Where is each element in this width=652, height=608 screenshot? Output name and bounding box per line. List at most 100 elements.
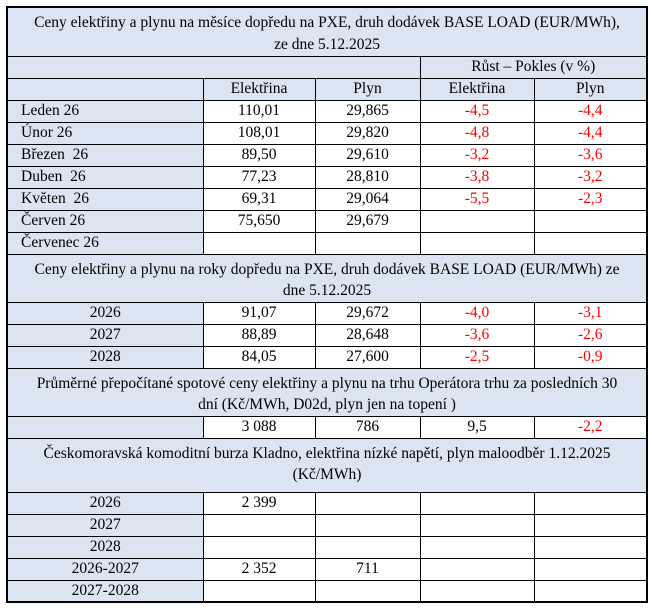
electricity-price-cell: 2 352 (202, 557, 316, 581)
table-row: 2028 (6, 535, 648, 559)
electricity-price-cell: 69,31 (202, 187, 316, 211)
gas-price-cell: 29,672 (314, 301, 421, 325)
column-header-electricity: Elektřina (202, 77, 316, 101)
gas-change-cell (533, 491, 648, 515)
electricity-price-cell: 2 399 (202, 491, 316, 515)
table-row: 2026-2027 2 352 711 (6, 557, 648, 581)
electricity-change-cell: 9,5 (419, 415, 535, 439)
gas-price-cell: 29,064 (314, 187, 421, 211)
electricity-change-cell (419, 231, 535, 255)
table-row: Červenec 26 (6, 231, 648, 255)
electricity-price-cell: 84,05 (202, 345, 316, 369)
electricity-change-cell: -2,5 (419, 345, 535, 369)
gas-change-cell: -4,4 (533, 99, 648, 123)
table-row: 3 088 786 9,5 -2,2 (6, 415, 648, 439)
gas-price-cell: 27,600 (314, 345, 421, 369)
table-row: 2027-2028 (6, 579, 648, 603)
electricity-change-cell (419, 491, 535, 515)
table-row: 2026 91,07 29,672 -4,0 -3,1 (6, 301, 648, 325)
month-label-cell: Duben 26 (6, 165, 204, 189)
gas-change-cell: -3,2 (533, 165, 648, 189)
gas-change-cell: -3,1 (533, 301, 648, 325)
electricity-change-cell (419, 557, 535, 581)
electricity-price-cell: 110,01 (202, 99, 316, 123)
gas-price-cell: 28,648 (314, 323, 421, 347)
period-label-cell: 2027 (6, 513, 204, 537)
gas-change-cell (533, 231, 648, 255)
month-label-cell: Leden 26 (6, 99, 204, 123)
gas-change-cell (533, 557, 648, 581)
gas-price-cell: 29,820 (314, 121, 421, 145)
period-label-cell: 2026-2027 (6, 557, 204, 581)
electricity-price-cell: 3 088 (202, 415, 316, 439)
gas-price-cell: 786 (314, 415, 421, 439)
gas-price-cell (314, 579, 421, 603)
months-section-title: Ceny elektřiny a plynu na měsíce dopředu… (6, 6, 648, 57)
gas-change-cell: -3,6 (533, 143, 648, 167)
year-label-cell: 2028 (6, 345, 204, 369)
energy-price-table: Ceny elektřiny a plynu na měsíce dopředu… (6, 6, 649, 603)
period-label-cell: 2026 (6, 491, 204, 515)
table-row: Únor 26 108,01 29,820 -4,8 -4,4 (6, 121, 648, 145)
year-label-cell: 2026 (6, 301, 204, 325)
gas-price-cell: 29,679 (314, 209, 421, 233)
period-label-cell: 2027-2028 (6, 579, 204, 603)
gas-price-cell: 29,865 (314, 99, 421, 123)
electricity-price-cell: 89,50 (202, 143, 316, 167)
table-row: Leden 26 110,01 29,865 -4,5 -4,4 (6, 99, 648, 123)
column-header-gas: Plyn (314, 77, 421, 101)
gas-price-cell (314, 231, 421, 255)
electricity-price-cell: 88,89 (202, 323, 316, 347)
spot-section-title: Průměrné přepočítané spotové ceny elektř… (6, 367, 648, 417)
years-section-title: Ceny elektřiny a plynu na roky dopředu n… (6, 253, 648, 303)
table-row: Květen 26 69,31 29,064 -5,5 -2,3 (6, 187, 648, 211)
electricity-change-cell: -4,0 (419, 301, 535, 325)
electricity-price-cell (202, 579, 316, 603)
month-label-cell: Červenec 26 (6, 231, 204, 255)
gas-price-cell (314, 513, 421, 537)
gas-price-cell: 711 (314, 557, 421, 581)
year-label-cell: 2027 (6, 323, 204, 347)
gas-change-cell (533, 535, 648, 559)
electricity-price-cell: 77,23 (202, 165, 316, 189)
gas-change-cell: -2,3 (533, 187, 648, 211)
spot-label-cell (6, 415, 204, 439)
table-row: 2027 88,89 28,648 -3,6 -2,6 (6, 323, 648, 347)
month-label-cell: Únor 26 (6, 121, 204, 145)
electricity-price-cell: 108,01 (202, 121, 316, 145)
gas-change-cell (533, 209, 648, 233)
column-header-empty-cell (6, 77, 204, 101)
gas-change-cell: -2,2 (533, 415, 648, 439)
spot-title-row: Průměrné přepočítané spotové ceny elektř… (6, 367, 648, 417)
gas-change-cell (533, 513, 648, 537)
growth-header-label: Růst – Pokles (v %) (419, 55, 648, 79)
cmkb-title-row: Českomoravská komoditní burza Kladno, el… (6, 437, 648, 493)
table-row: 2026 2 399 (6, 491, 648, 515)
table-row: 2027 (6, 513, 648, 537)
electricity-price-cell: 75,650 (202, 209, 316, 233)
column-header-gas-change: Plyn (533, 77, 648, 101)
month-label-cell: Květen 26 (6, 187, 204, 211)
months-title-row: Ceny elektřiny a plynu na měsíce dopředu… (6, 6, 648, 57)
electricity-price-cell (202, 513, 316, 537)
table-row: Březen 26 89,50 29,610 -3,2 -3,6 (6, 143, 648, 167)
gas-price-cell: 29,610 (314, 143, 421, 167)
month-label-cell: Červen 26 (6, 209, 204, 233)
gas-price-cell (314, 491, 421, 515)
electricity-price-cell (202, 535, 316, 559)
electricity-change-cell (419, 535, 535, 559)
electricity-price-cell: 91,07 (202, 301, 316, 325)
electricity-change-cell: -4,8 (419, 121, 535, 145)
gas-price-cell (314, 535, 421, 559)
growth-header-spacer-cell (6, 55, 421, 79)
month-label-cell: Březen 26 (6, 143, 204, 167)
electricity-change-cell (419, 209, 535, 233)
gas-price-cell: 28,810 (314, 165, 421, 189)
gas-change-cell: -4,4 (533, 121, 648, 145)
table-row: Červen 26 75,650 29,679 (6, 209, 648, 233)
period-label-cell: 2028 (6, 535, 204, 559)
electricity-change-cell: -4,5 (419, 99, 535, 123)
gas-change-cell (533, 579, 648, 603)
electricity-change-cell: -3,2 (419, 143, 535, 167)
table-row: Duben 26 77,23 28,810 -3,8 -3,2 (6, 165, 648, 189)
